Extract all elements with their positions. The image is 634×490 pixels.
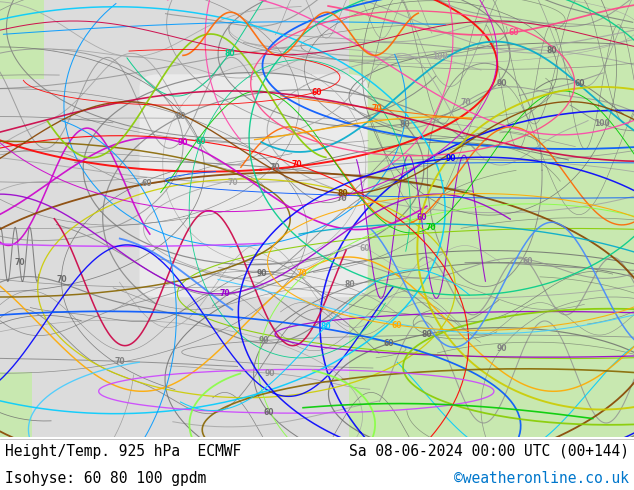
Bar [0,371,32,437]
Text: 100: 100 [432,52,448,61]
Text: 70: 70 [460,98,471,106]
Text: 60: 60 [176,112,186,121]
Text: 90: 90 [257,269,268,278]
Text: 80: 80 [345,280,355,289]
Text: 70: 70 [425,222,436,232]
Text: 60: 60 [416,213,427,222]
Text: 70: 70 [372,104,382,113]
Bar [0,0,44,79]
Text: 70: 70 [228,178,238,187]
Text: 80: 80 [547,46,557,55]
Text: 60: 60 [508,28,519,37]
Text: 100: 100 [595,119,610,128]
Text: 90: 90 [178,139,188,147]
Text: 90: 90 [259,336,269,345]
Text: 60: 60 [574,79,585,88]
Text: 70: 70 [337,195,347,203]
Text: Isohyse: 60 80 100 gpdm: Isohyse: 60 80 100 gpdm [5,471,206,486]
Text: 70: 70 [14,258,25,267]
Text: 60: 60 [522,257,533,266]
Text: 70: 70 [220,289,230,298]
Text: 60: 60 [141,179,152,188]
Text: ©weatheronline.co.uk: ©weatheronline.co.uk [454,471,629,486]
Text: 80: 80 [337,189,348,198]
Text: 80: 80 [400,121,411,129]
Text: 60: 60 [311,88,321,97]
FancyBboxPatch shape [139,74,368,297]
Text: Height/Temp. 925 hPa  ECMWF: Height/Temp. 925 hPa ECMWF [5,444,242,459]
Text: 90: 90 [445,154,456,163]
Text: 60: 60 [384,339,394,348]
Bar [349,0,634,437]
Text: 90: 90 [496,79,507,88]
Text: 60: 60 [196,137,207,146]
Text: Sa 08-06-2024 00:00 UTC (00+144): Sa 08-06-2024 00:00 UTC (00+144) [349,444,629,459]
Text: 60: 60 [359,244,370,253]
Text: 60: 60 [391,320,402,330]
Text: 70: 70 [56,275,67,284]
Text: 70: 70 [269,163,280,172]
Text: 70: 70 [292,160,302,169]
Text: 80: 80 [422,330,432,339]
Text: 80: 80 [320,321,331,331]
Text: 70: 70 [114,357,125,366]
Text: 70: 70 [296,269,307,278]
Text: 90: 90 [496,343,507,353]
Text: 90: 90 [265,369,275,378]
Text: 60: 60 [264,408,274,417]
Text: 80: 80 [224,49,235,58]
Bar [0,0,349,437]
